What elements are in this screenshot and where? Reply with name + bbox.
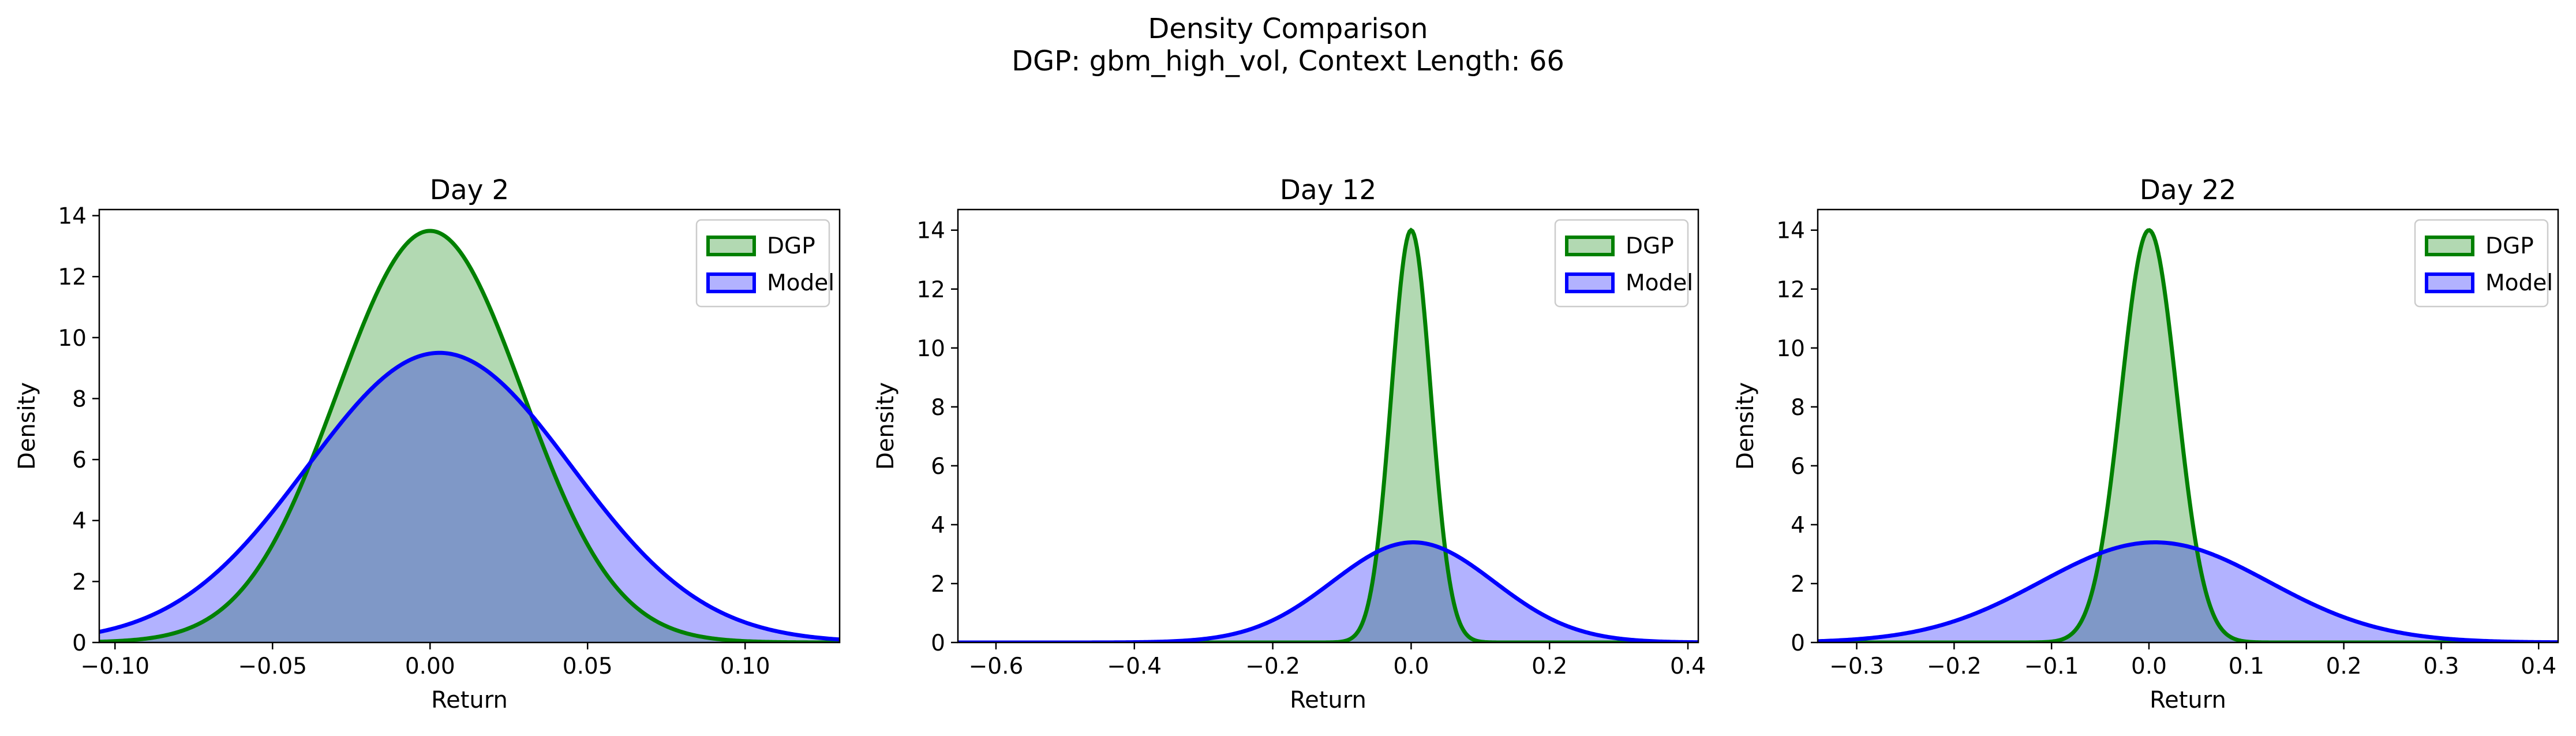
- legend-label-dgp: DGP: [1626, 233, 1674, 259]
- y-tick-label: 14: [916, 218, 945, 244]
- subplot-day-1: −0.10 −0.05 0.00 0.05 0.10 0 2 4 6 8 10 12 14 Day 2 Re…: [14, 174, 841, 713]
- x-axis-label: Return: [431, 687, 508, 713]
- overlap-area: [1818, 542, 2558, 642]
- y-tick-label: 8: [931, 395, 945, 421]
- x-tick-label: −0.1: [2024, 653, 2079, 679]
- x-tick-label: −0.05: [238, 653, 308, 679]
- y-tick-label: 0: [72, 630, 87, 656]
- plot-area: [99, 229, 840, 642]
- y-tick-label: 14: [58, 204, 87, 230]
- legend-swatch-model: [1565, 272, 1615, 293]
- x-tick-label: 0.1: [2229, 653, 2264, 679]
- legend-swatch-model: [2425, 272, 2474, 293]
- y-tick-label: 4: [1791, 513, 1805, 539]
- y-tick-label: 6: [72, 447, 87, 473]
- y-tick-label: 10: [1776, 336, 1805, 362]
- y-tick-label: 10: [58, 326, 87, 352]
- figure-subtitle: DGP: gbm_high_vol, Context Length: 66: [1012, 45, 1564, 77]
- model-density-line: [1818, 540, 2558, 642]
- x-axis-label: Return: [1290, 687, 1366, 713]
- y-tick-label: 12: [916, 277, 945, 303]
- dgp-density-line: [1818, 228, 2558, 642]
- legend-swatch-dgp: [2425, 236, 2474, 256]
- model-area: [958, 542, 1698, 642]
- x-tick-label: 0.4: [2521, 653, 2556, 679]
- x-tick-label: 0.4: [1670, 653, 1706, 679]
- legend-label-dgp: DGP: [2485, 233, 2534, 259]
- legend-swatch-model: [706, 272, 756, 293]
- x-tick-label: 0.2: [1532, 653, 1567, 679]
- legend-label-model: Model: [2485, 270, 2553, 296]
- x-axis-label: Return: [2150, 687, 2226, 713]
- x-tick-label: 0.0: [1393, 653, 1429, 679]
- dgp-density-line: [99, 229, 840, 642]
- y-tick-label: 10: [916, 336, 945, 362]
- y-tick-label: 6: [931, 454, 945, 480]
- y-tick-label: 8: [1791, 395, 1805, 421]
- subplot-day-3: −0.3 −0.2 −0.1 0.0 0.1 0.2 0.3 0.4 0 2 4 6 8 10 12 14 Da…: [1732, 174, 2559, 713]
- x-tick-label: 0.00: [405, 653, 455, 679]
- legend-swatch-dgp: [706, 236, 756, 256]
- y-tick-label: 12: [1776, 277, 1805, 303]
- plot-area: [1818, 228, 2558, 642]
- legend-label-model: Model: [767, 270, 834, 296]
- legend-label-dgp: DGP: [767, 233, 815, 259]
- x-tick-label: −0.10: [81, 653, 150, 679]
- y-tick-label: 12: [58, 264, 87, 290]
- x-tick-label: −0.4: [1107, 653, 1162, 679]
- y-tick-label: 0: [1791, 630, 1805, 656]
- legend-swatch-dgp: [1565, 236, 1615, 256]
- y-axis-label: Density: [873, 382, 899, 470]
- y-axis-label: Density: [1732, 382, 1759, 470]
- figure-title: Density Comparison: [1148, 13, 1428, 45]
- y-tick-label: 14: [1776, 218, 1805, 244]
- y-tick-label: 2: [72, 569, 87, 595]
- axes-frame: [98, 208, 841, 644]
- x-tick-label: −0.2: [1927, 653, 1982, 679]
- x-tick-label: −0.6: [969, 653, 1024, 679]
- legend-label-model: Model: [1626, 270, 1693, 296]
- y-tick-label: 2: [931, 571, 945, 597]
- y-tick-label: 2: [1791, 571, 1805, 597]
- x-tick-label: 0.0: [2131, 653, 2167, 679]
- x-tick-label: 0.10: [720, 653, 770, 679]
- subplot-title: Day 22: [2140, 174, 2237, 206]
- subplot-title: Day 12: [1280, 174, 1377, 206]
- model-density-line: [99, 350, 840, 642]
- y-tick-label: 0: [931, 630, 945, 656]
- x-tick-label: 0.2: [2326, 653, 2362, 679]
- y-axis-label: Density: [14, 382, 40, 470]
- x-tick-label: 0.3: [2423, 653, 2459, 679]
- axes-frame: [957, 208, 1699, 644]
- y-tick-label: 4: [931, 513, 945, 539]
- x-tick-label: −0.3: [1829, 653, 1884, 679]
- y-tick-label: 4: [72, 509, 87, 535]
- x-tick-label: −0.2: [1245, 653, 1300, 679]
- axes-frame: [1817, 208, 2559, 644]
- x-tick-label: 0.05: [563, 653, 613, 679]
- subplot-day-2: −0.6 −0.4 −0.2 0.0 0.2 0.4 0 2 4 6 8 10 12 14 Day 12 Re…: [873, 174, 1706, 713]
- y-tick-label: 6: [1791, 454, 1805, 480]
- overlap-area: [99, 353, 840, 642]
- subplot-title: Day 2: [430, 174, 510, 206]
- y-tick-label: 8: [72, 386, 87, 412]
